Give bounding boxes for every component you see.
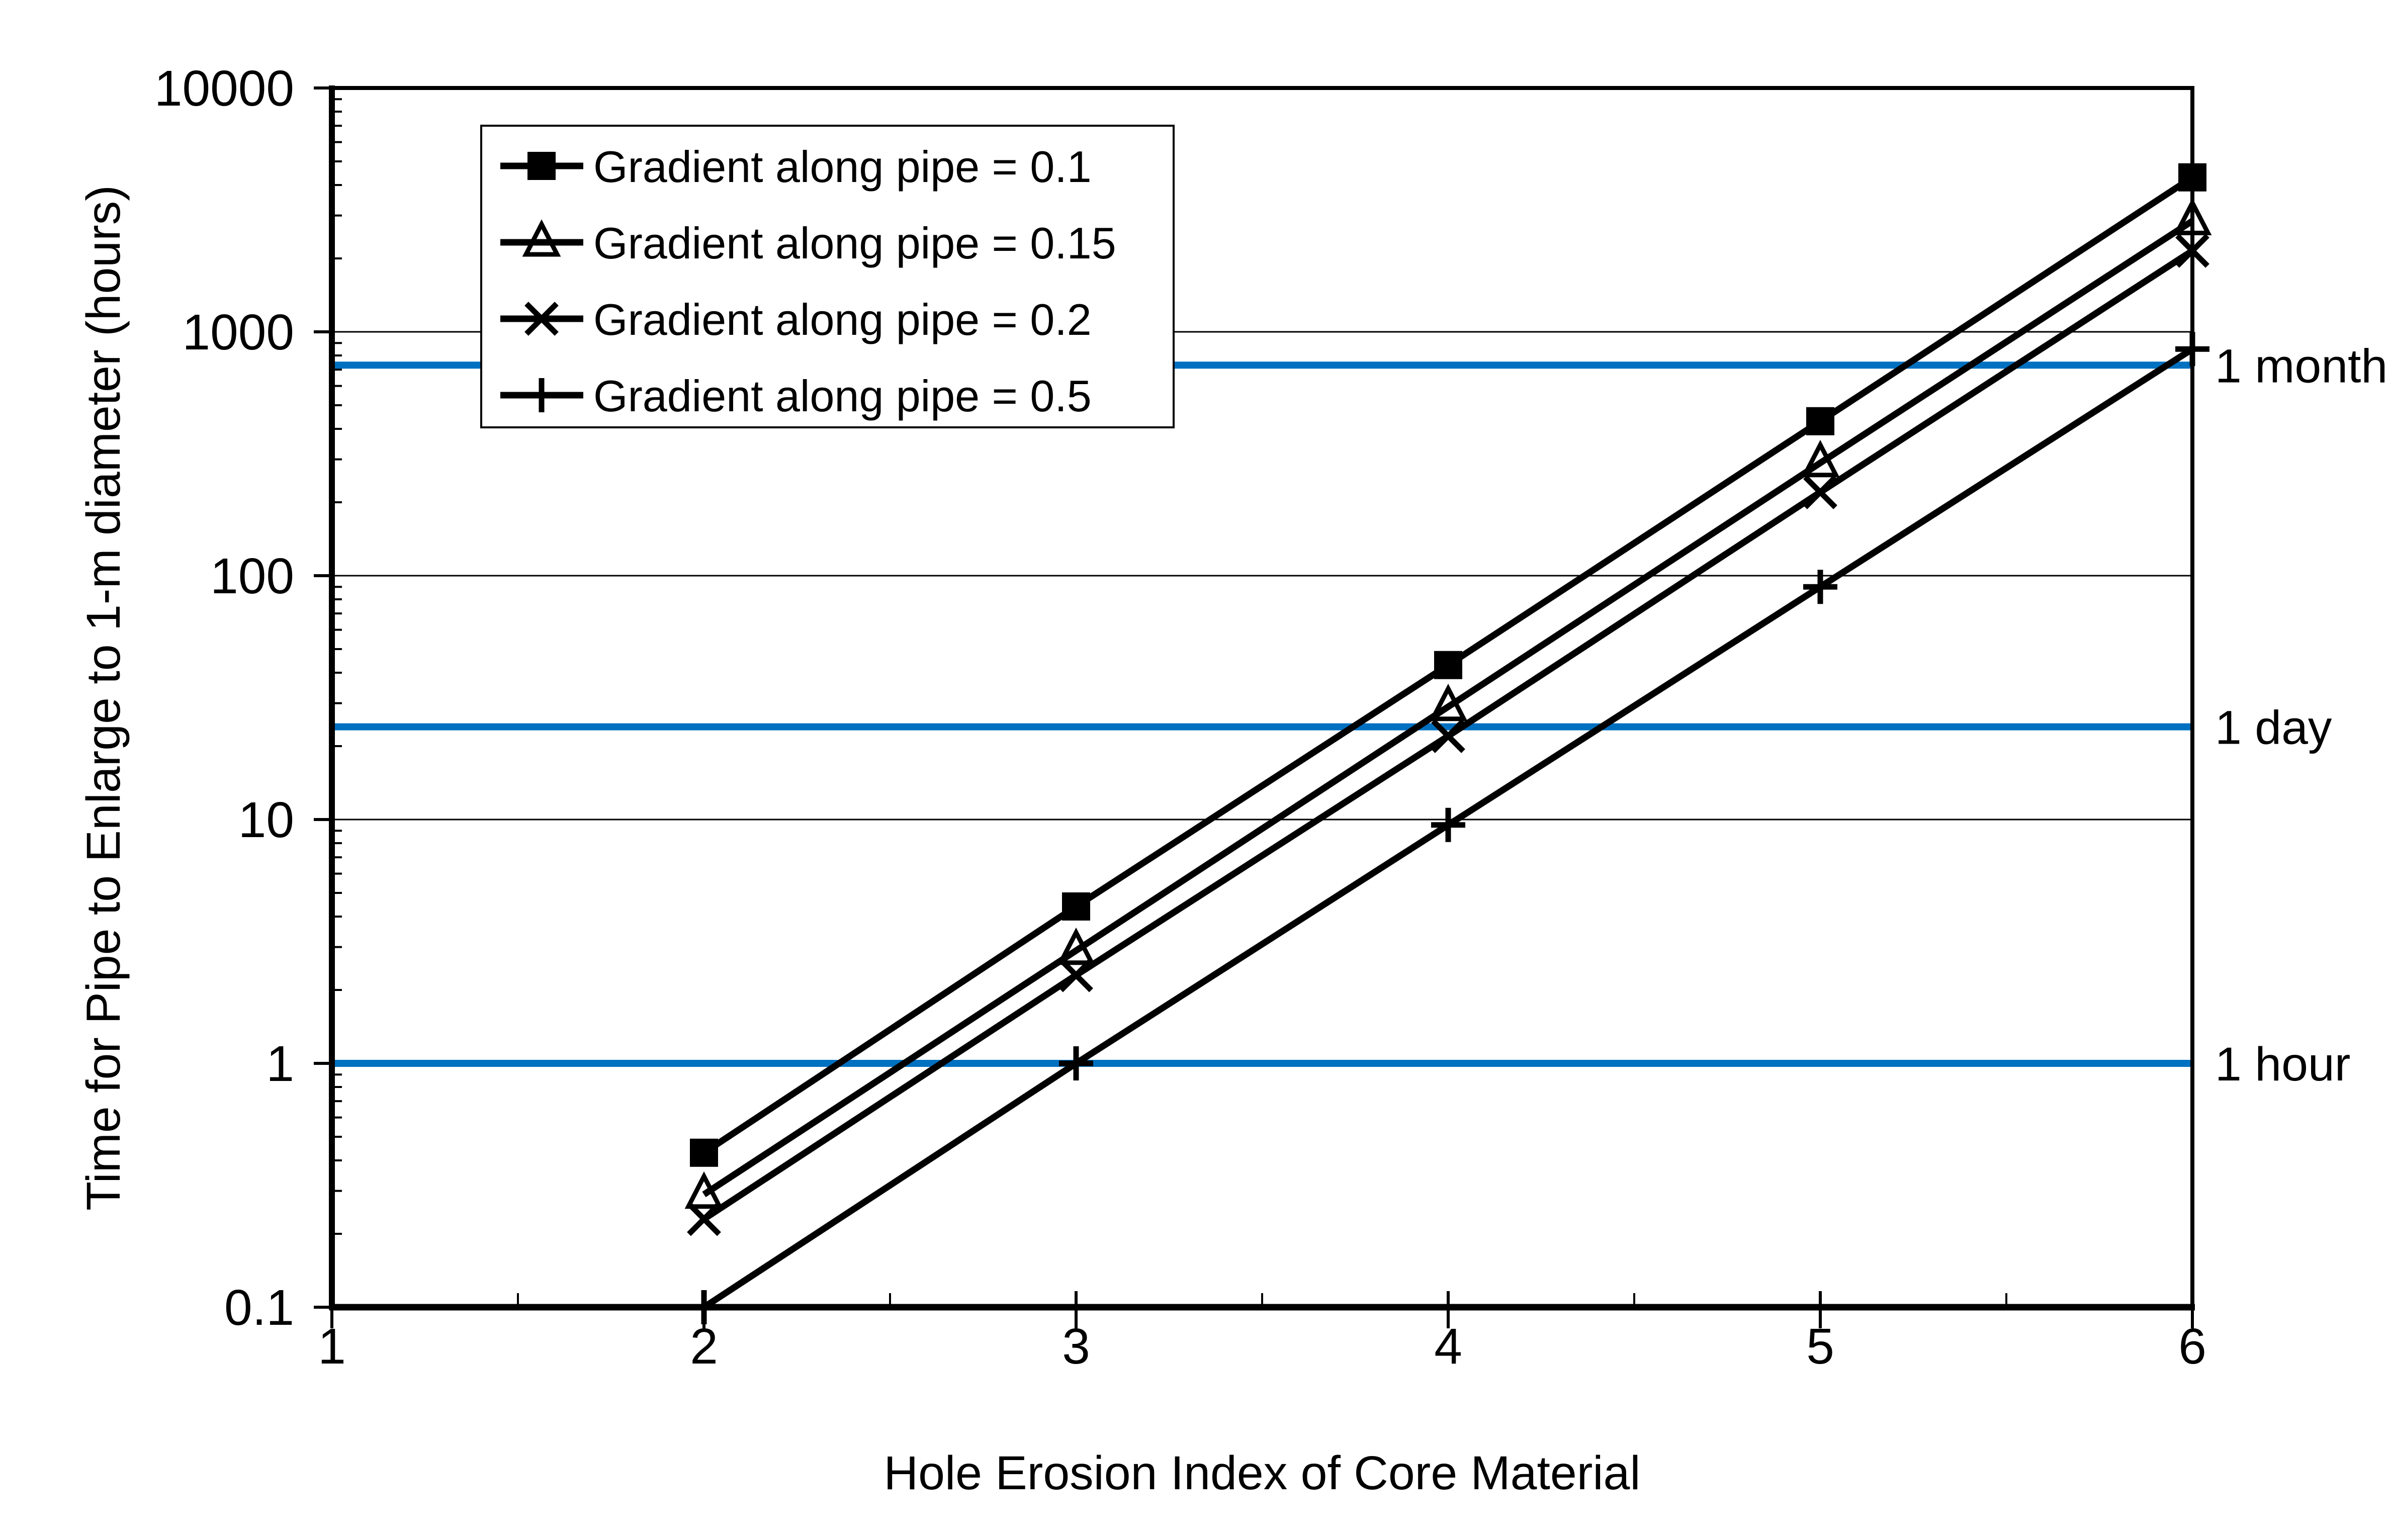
triangle-marker: [1429, 683, 1468, 721]
triangle-marker: [684, 1171, 724, 1209]
refline-label-1-hour: 1 hour: [2215, 1038, 2350, 1091]
legend-label: Gradient along pipe = 0.5: [593, 371, 1092, 421]
tick-labels: 10000 1000 100 10 1 0.1 1 2 3 4 5 6: [154, 60, 2206, 1375]
x-marker: [2175, 233, 2209, 268]
x-axis-title: Hole Erosion Index of Core Material: [884, 1446, 1641, 1500]
reference-line-labels: 1 month 1 day 1 hour: [2215, 339, 2387, 1091]
series-gradient-along-pipe-0.15: [684, 198, 2212, 1209]
legend-item-gradient-along-pipe-0.5: Gradient along pipe = 0.5: [500, 371, 1092, 421]
square-marker: [1062, 892, 1090, 921]
x-tick-label-4: 4: [1434, 1318, 1462, 1375]
legend-label: Gradient along pipe = 0.1: [593, 142, 1092, 192]
data-series: [684, 163, 2212, 1324]
series-gradient-along-pipe-0.5: [687, 332, 2209, 1324]
legend-box: [480, 125, 1175, 428]
square-marker: [1806, 407, 1834, 435]
triangle-marker: [1801, 439, 1840, 478]
legend-item-gradient-along-pipe-0.1: Gradient along pipe = 0.1: [500, 142, 1092, 192]
reference-lines: [332, 361, 2192, 1067]
axis-ticks: [314, 86, 2194, 1328]
legend-item-gradient-along-pipe-0.15: Gradient along pipe = 0.15: [500, 218, 1116, 268]
x-tick-label-3: 3: [1062, 1318, 1090, 1375]
square-marker: [1434, 651, 1462, 679]
triangle-marker: [2173, 198, 2212, 235]
x-marker: [1059, 958, 1093, 992]
square-marker: [527, 152, 556, 180]
series-gradient-along-pipe-0.2: [687, 233, 2209, 1236]
y-tick-label-10: 10: [238, 792, 294, 848]
legend-label: Gradient along pipe = 0.15: [593, 218, 1116, 268]
refline-label-1-month: 1 month: [2215, 339, 2387, 393]
x-marker: [1431, 719, 1465, 753]
series-gradient-along-pipe-0.1: [690, 163, 2206, 1167]
legend-label: Gradient along pipe = 0.2: [593, 295, 1092, 344]
triangle-marker: [1056, 927, 1096, 965]
x-tick-label-1: 1: [318, 1318, 346, 1375]
triangle-marker: [522, 219, 561, 257]
x-tick-label-6: 6: [2178, 1318, 2206, 1375]
refline-label-1-day: 1 day: [2215, 701, 2332, 755]
square-marker: [2178, 163, 2206, 192]
legend: Gradient along pipe = 0.1 Gradient along …: [480, 125, 1175, 428]
y-tick-label-1: 1: [266, 1036, 294, 1092]
square-marker: [690, 1138, 718, 1167]
x-tick-label-5: 5: [1806, 1318, 1834, 1375]
x-marker: [1803, 475, 1837, 509]
legend-item-gradient-along-pipe-0.2: Gradient along pipe = 0.2: [500, 295, 1092, 344]
y-tick-label-1000: 1000: [183, 304, 294, 360]
x-tick-label-2: 2: [690, 1318, 718, 1375]
y-tick-label-10000: 10000: [154, 60, 294, 117]
x-marker: [524, 302, 559, 336]
x-marker: [687, 1202, 721, 1236]
y-tick-label-100: 100: [210, 548, 294, 604]
y-tick-label-0.1: 0.1: [224, 1280, 294, 1336]
gridlines: [332, 331, 2192, 1064]
series-line: [702, 218, 2194, 1198]
y-axis-title: Time for Pipe to Enlarge to 1-m diameter…: [77, 185, 130, 1211]
